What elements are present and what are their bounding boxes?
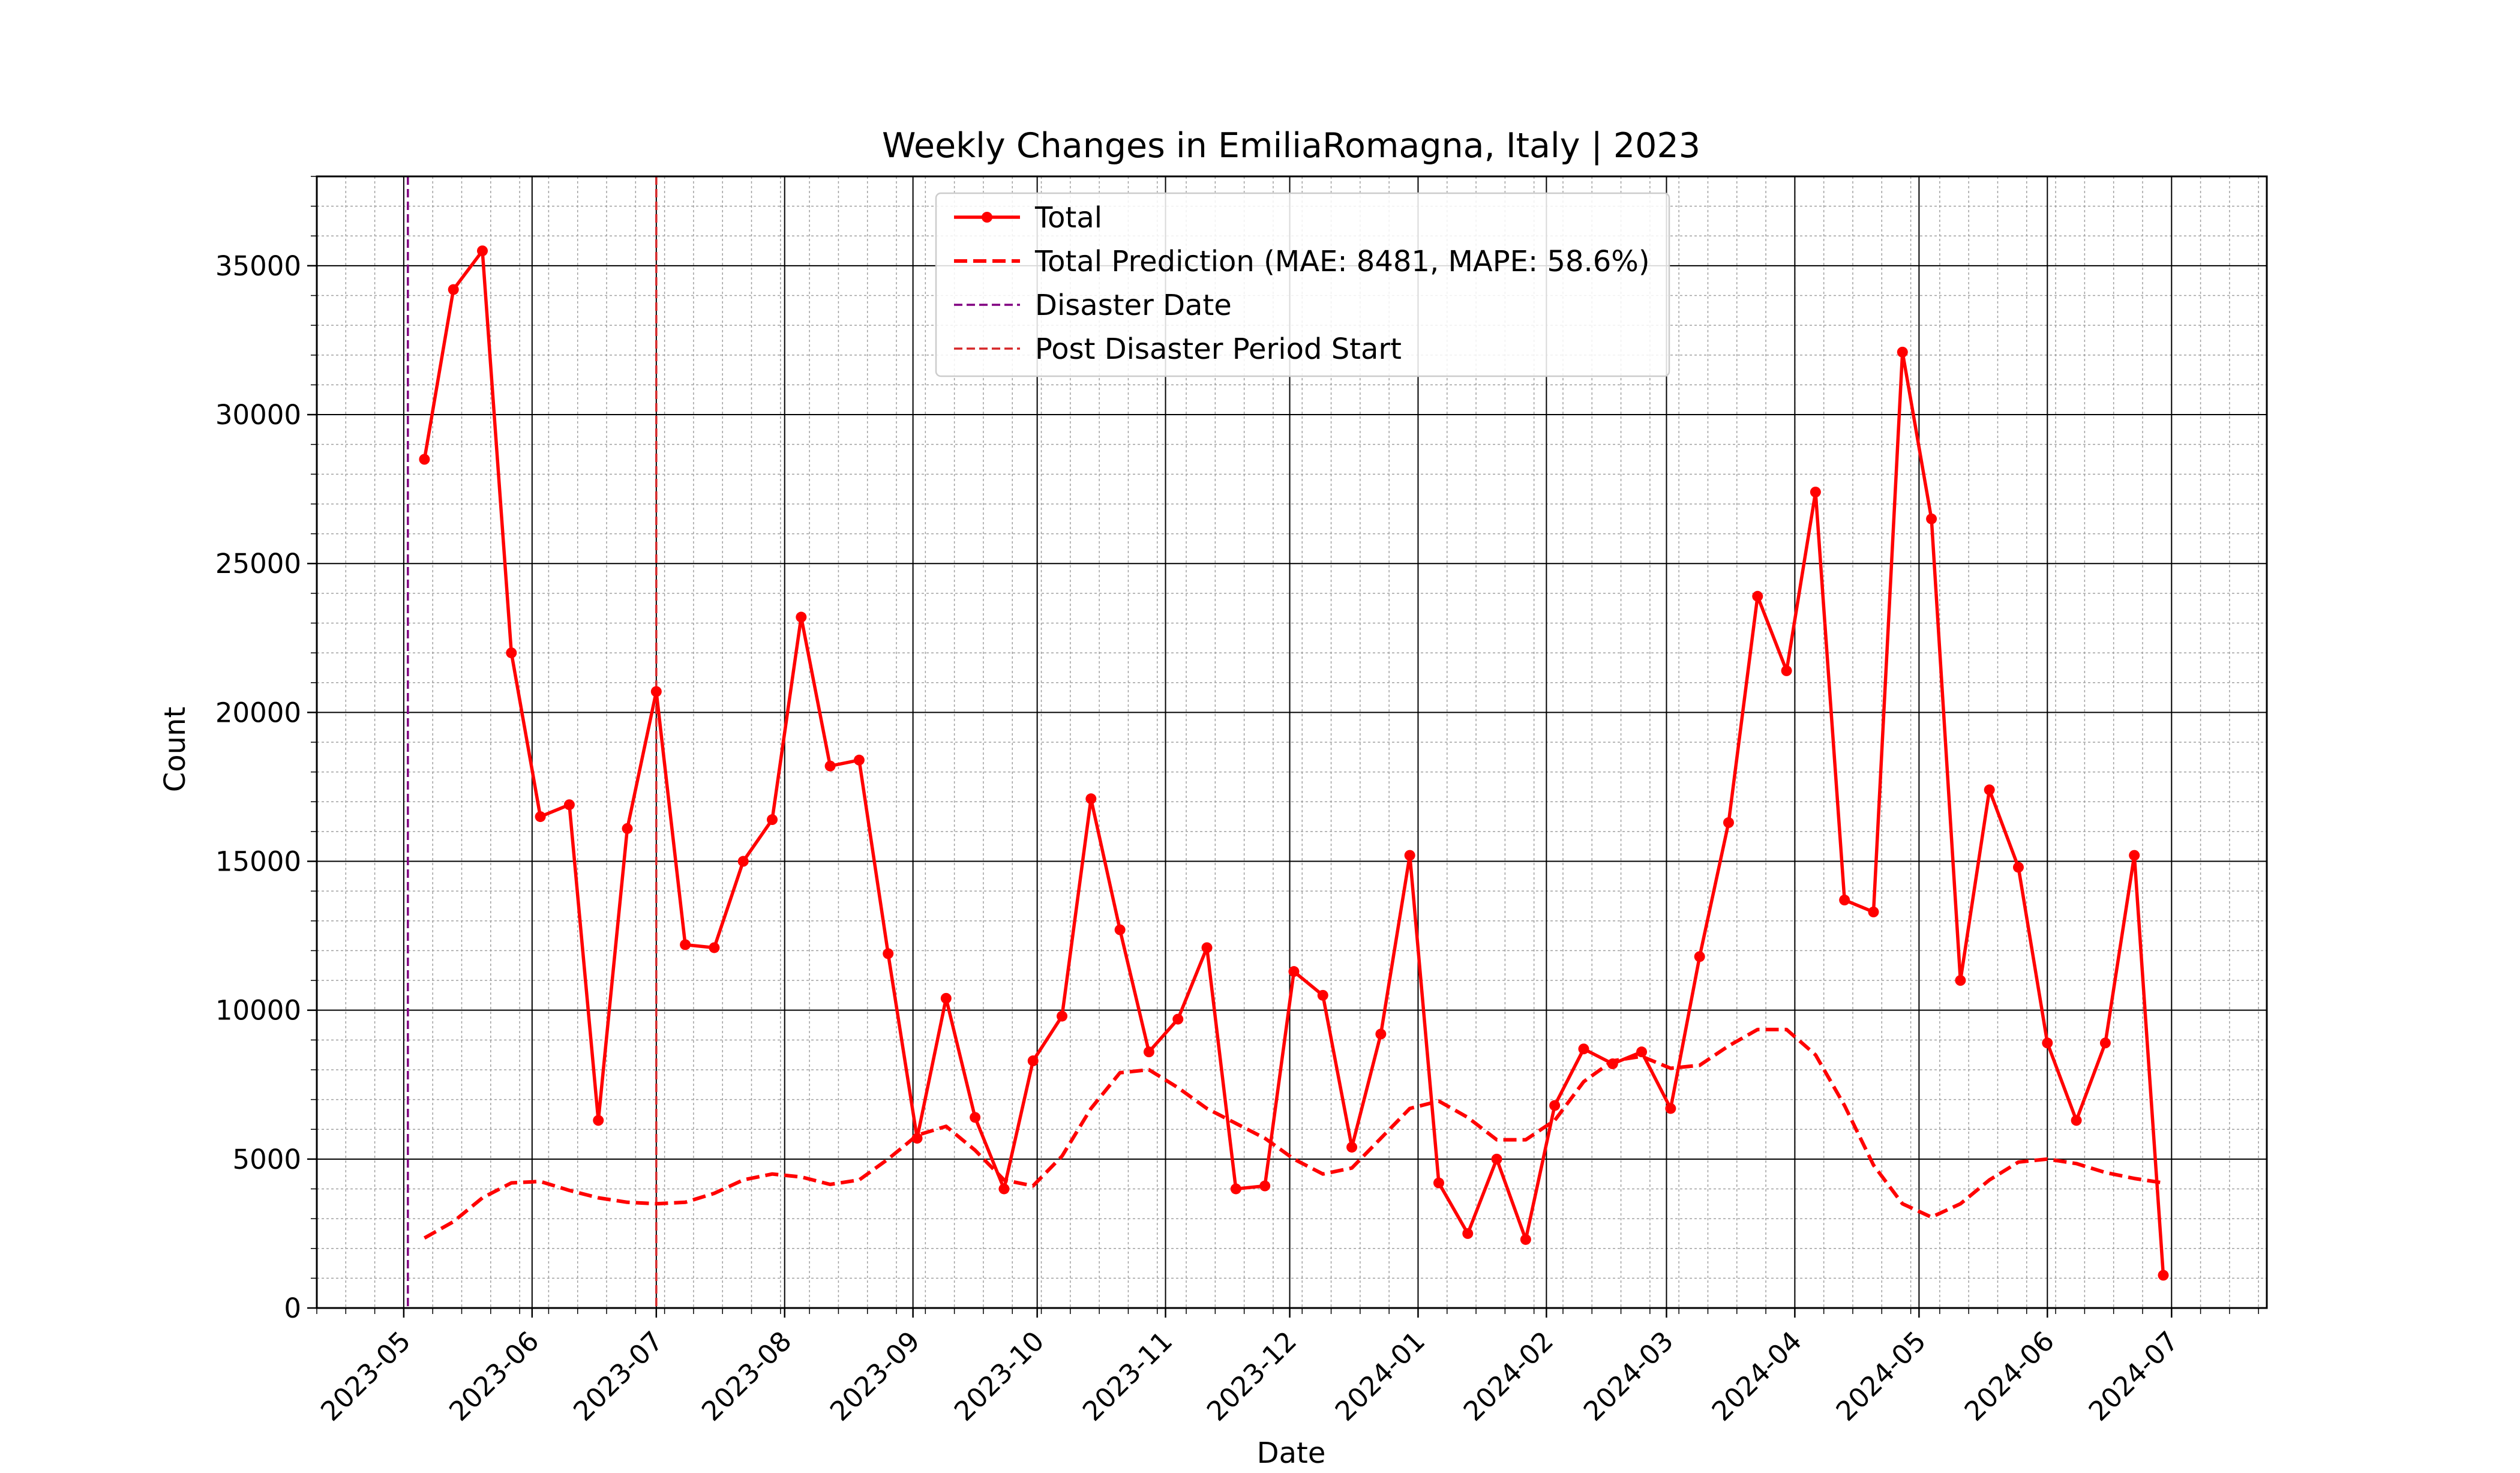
data-point bbox=[680, 939, 691, 950]
data-point bbox=[940, 992, 952, 1004]
data-point bbox=[1897, 346, 1908, 358]
y-tick-label: 10000 bbox=[215, 995, 301, 1027]
data-point bbox=[1752, 590, 1763, 602]
data-point bbox=[1375, 1028, 1387, 1040]
data-point bbox=[448, 284, 459, 295]
y-tick-label: 25000 bbox=[215, 548, 301, 580]
data-point bbox=[593, 1115, 604, 1126]
data-point bbox=[970, 1112, 981, 1123]
prediction-line bbox=[423, 1027, 2164, 1240]
y-tick-label: 35000 bbox=[215, 250, 301, 282]
data-point bbox=[1636, 1046, 1648, 1058]
data-point bbox=[1259, 1180, 1271, 1192]
legend-box bbox=[935, 192, 1670, 377]
data-point bbox=[1085, 793, 1097, 805]
data-point bbox=[1781, 665, 1792, 676]
legend-label: Disaster Date bbox=[1035, 289, 1232, 322]
data-point bbox=[622, 823, 633, 834]
chart-title: Weekly Changes in EmiliaRomagna, Italy |… bbox=[882, 126, 1700, 166]
data-point bbox=[2071, 1115, 2082, 1126]
data-point bbox=[1201, 942, 1213, 953]
data-point bbox=[2129, 850, 2140, 861]
data-point bbox=[767, 814, 778, 826]
data-point bbox=[2158, 1270, 2169, 1281]
data-point bbox=[1143, 1046, 1154, 1058]
legend-swatch-marker bbox=[982, 212, 992, 223]
data-point bbox=[883, 948, 894, 959]
data-point bbox=[650, 686, 662, 697]
data-point bbox=[1057, 1010, 1068, 1022]
legend-label: Total Prediction (MAE: 8481, MAPE: 58.6%… bbox=[1034, 245, 1650, 278]
data-point bbox=[1984, 784, 1995, 796]
data-point bbox=[1723, 817, 1734, 829]
data-point bbox=[1288, 966, 1300, 977]
data-point bbox=[535, 811, 546, 823]
data-point bbox=[1578, 1043, 1589, 1055]
legend-label: Post Disaster Period Start bbox=[1035, 332, 1402, 366]
data-point bbox=[709, 942, 720, 953]
y-tick-label: 0 bbox=[284, 1292, 301, 1324]
data-point bbox=[1868, 906, 1879, 917]
legend: Total Total Prediction (MAE: 8481, MAPE: … bbox=[935, 192, 1670, 377]
data-point bbox=[1027, 1055, 1039, 1067]
y-tick-label: 5000 bbox=[232, 1144, 301, 1175]
data-point bbox=[1491, 1153, 1502, 1165]
data-point bbox=[1810, 487, 1821, 498]
data-point bbox=[2042, 1037, 2053, 1049]
data-point bbox=[477, 245, 488, 257]
data-point bbox=[1955, 975, 1966, 986]
data-point bbox=[1346, 1141, 1358, 1153]
y-tick-label: 15000 bbox=[215, 846, 301, 878]
data-point bbox=[1172, 1013, 1184, 1025]
data-point bbox=[1433, 1177, 1444, 1189]
data-point bbox=[1114, 924, 1126, 935]
data-point bbox=[1317, 989, 1328, 1001]
x-axis-label: Date bbox=[1257, 1436, 1326, 1470]
data-point bbox=[998, 1183, 1010, 1195]
data-point bbox=[1230, 1183, 1241, 1195]
y-tick-label: 20000 bbox=[215, 697, 301, 728]
data-point bbox=[1665, 1103, 1676, 1114]
y-axis-label: Count bbox=[158, 707, 192, 793]
data-point bbox=[824, 760, 836, 772]
data-point bbox=[737, 856, 749, 867]
data-point bbox=[1549, 1100, 1561, 1111]
data-point bbox=[1462, 1228, 1474, 1239]
data-point bbox=[2012, 862, 2024, 873]
y-tick-label: 30000 bbox=[215, 399, 301, 431]
series-layer bbox=[419, 245, 2169, 1281]
legend-label: Total bbox=[1034, 201, 1102, 235]
data-point bbox=[796, 611, 807, 623]
data-point bbox=[563, 799, 575, 811]
data-point bbox=[853, 754, 865, 766]
data-point bbox=[506, 647, 517, 659]
data-point bbox=[1520, 1234, 1531, 1245]
data-point bbox=[2099, 1037, 2111, 1049]
data-point bbox=[1926, 513, 1937, 524]
data-point bbox=[1404, 850, 1415, 861]
data-point bbox=[419, 454, 430, 465]
data-point bbox=[1694, 951, 1705, 962]
data-point bbox=[1839, 895, 1850, 906]
